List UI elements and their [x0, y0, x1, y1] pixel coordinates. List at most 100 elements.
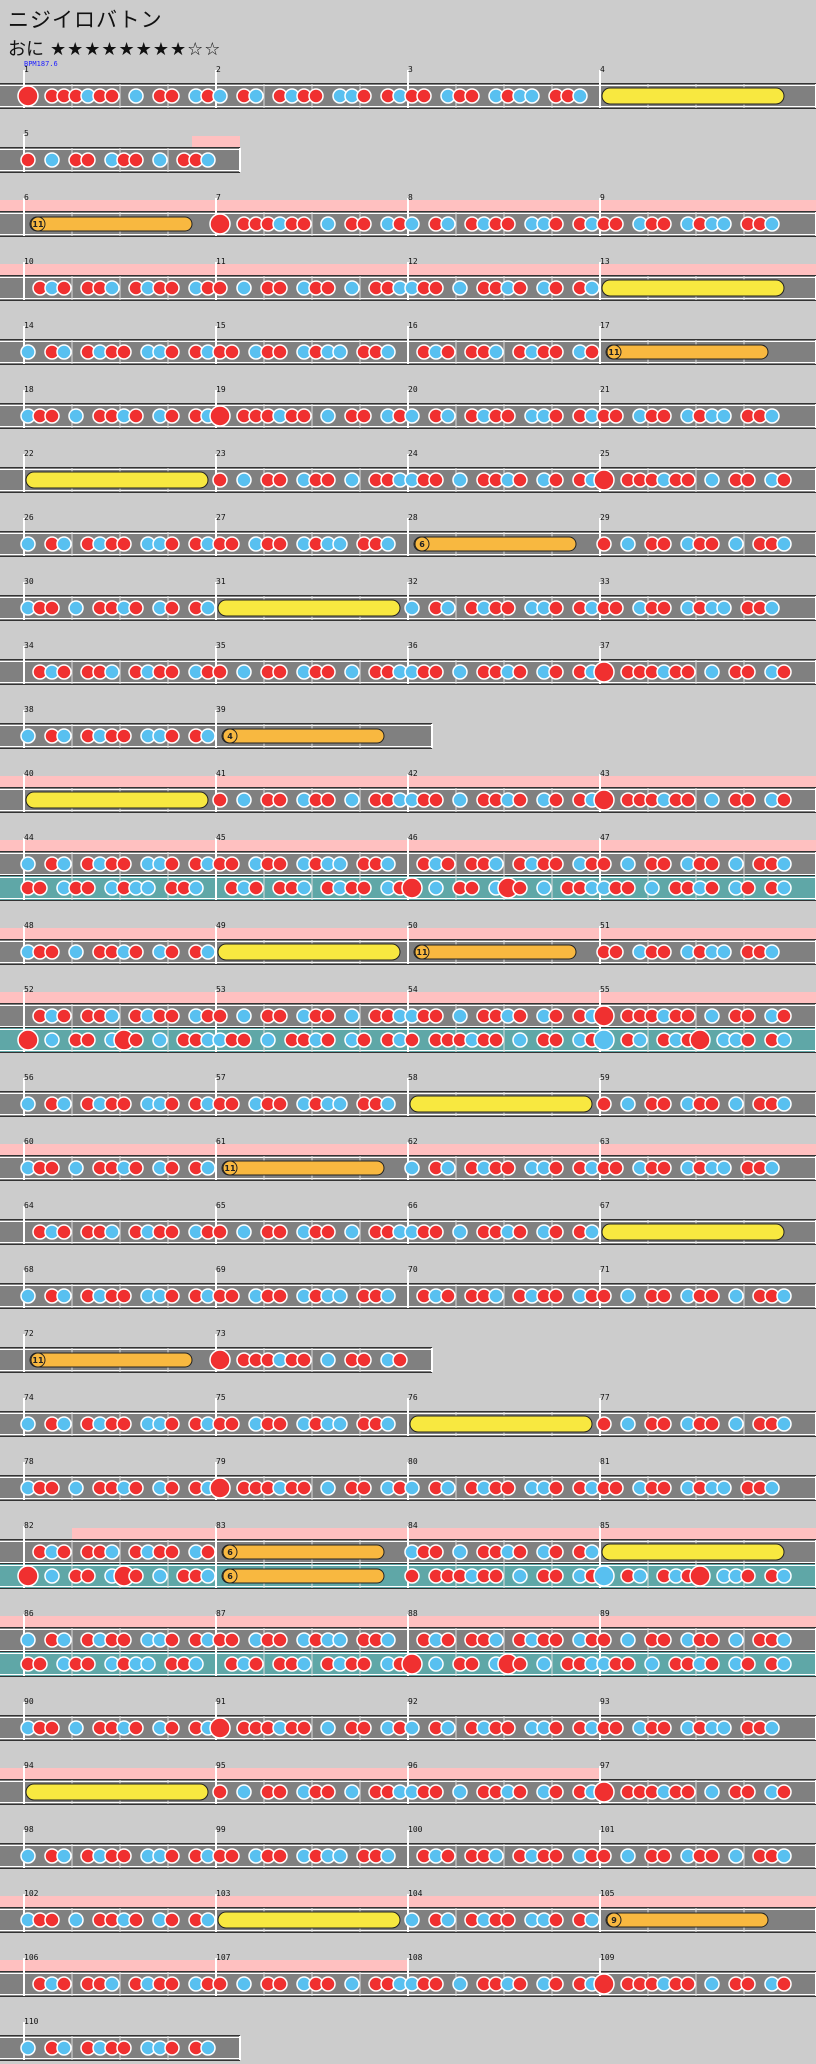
chart-row: 44 45 46 47	[0, 833, 816, 901]
measure-number: 6	[24, 193, 29, 202]
drumroll-note	[217, 1911, 401, 1929]
measure-number: 72	[24, 1329, 34, 1338]
don-note	[584, 344, 600, 360]
measure-number: 85	[600, 1521, 610, 1530]
don-note	[548, 1160, 564, 1176]
drumroll-note	[601, 279, 785, 297]
don-note	[776, 1008, 792, 1024]
ka-note	[716, 216, 732, 232]
don-note	[620, 880, 636, 896]
ka-note	[776, 880, 792, 896]
ka-note	[200, 1568, 216, 1584]
measure-number: 95	[216, 1761, 226, 1770]
don-note	[548, 280, 564, 296]
chart-row: 48 49 50 11 51	[0, 921, 816, 965]
chart-row: 86 87 88 89	[0, 1609, 816, 1677]
don-note	[488, 1032, 504, 1048]
don-note	[296, 216, 312, 232]
measure-number: 16	[408, 321, 418, 330]
measure-number: 79	[216, 1457, 226, 1466]
don-note	[356, 1480, 372, 1496]
don-note	[704, 536, 720, 552]
don-note	[224, 1416, 240, 1432]
ka-note	[344, 1976, 360, 1992]
ka-note	[20, 1632, 36, 1648]
balloon-note	[29, 216, 193, 232]
ka-note	[296, 1656, 312, 1672]
measure-number: 88	[408, 1609, 418, 1618]
ka-note	[620, 1848, 636, 1864]
big-don-note	[593, 469, 615, 491]
don-note	[656, 1720, 672, 1736]
balloon-head	[414, 944, 430, 960]
ka-note	[440, 216, 456, 232]
don-note	[272, 1416, 288, 1432]
ka-note	[152, 152, 168, 168]
ka-note	[200, 1160, 216, 1176]
measure-number: 73	[216, 1329, 226, 1338]
don-note	[656, 856, 672, 872]
don-note	[128, 1032, 144, 1048]
ka-note	[68, 1720, 84, 1736]
don-note	[740, 1656, 756, 1672]
don-note	[44, 1720, 60, 1736]
don-note	[428, 792, 444, 808]
ka-note	[56, 728, 72, 744]
don-note	[164, 1416, 180, 1432]
don-note	[272, 1008, 288, 1024]
balloon-note	[413, 536, 577, 552]
balloon-head	[30, 1352, 46, 1368]
don-note	[44, 1480, 60, 1496]
ka-note	[320, 216, 336, 232]
don-note	[500, 1480, 516, 1496]
don-note	[80, 1032, 96, 1048]
don-note	[272, 1976, 288, 1992]
don-note	[56, 1008, 72, 1024]
don-note	[512, 664, 528, 680]
don-note	[704, 1632, 720, 1648]
don-note	[128, 1720, 144, 1736]
don-note	[116, 1416, 132, 1432]
don-note	[116, 728, 132, 744]
don-note	[656, 600, 672, 616]
don-note	[596, 1096, 612, 1112]
don-note	[44, 408, 60, 424]
balloon-count: 11	[32, 1356, 44, 1365]
don-note	[488, 1568, 504, 1584]
big-don-note	[209, 1717, 231, 1739]
drumroll-note	[217, 599, 401, 617]
don-note	[740, 880, 756, 896]
measure-number: 10	[24, 257, 34, 266]
ka-note	[728, 1848, 744, 1864]
big-don-note	[209, 405, 231, 427]
don-note	[224, 536, 240, 552]
don-note	[776, 1784, 792, 1800]
don-note	[80, 1568, 96, 1584]
don-note	[44, 944, 60, 960]
don-note	[356, 216, 372, 232]
measure-number: 109	[600, 1953, 615, 1962]
ka-note	[764, 1160, 780, 1176]
don-note	[740, 792, 756, 808]
drumroll-note	[601, 87, 785, 105]
ka-note	[332, 536, 348, 552]
don-note	[464, 1656, 480, 1672]
measure-number: 23	[216, 449, 226, 458]
don-note	[704, 856, 720, 872]
don-note	[320, 1784, 336, 1800]
ka-note	[56, 856, 72, 872]
don-note	[608, 944, 624, 960]
ka-note	[728, 1632, 744, 1648]
don-note	[596, 1288, 612, 1304]
don-note	[164, 1224, 180, 1240]
don-note	[212, 1784, 228, 1800]
don-note	[320, 1224, 336, 1240]
ka-note	[20, 2040, 36, 2056]
ka-note	[716, 1480, 732, 1496]
ka-note	[332, 1096, 348, 1112]
don-note	[272, 280, 288, 296]
measure-number: 14	[24, 321, 34, 330]
drumroll-note	[217, 943, 401, 961]
ka-note	[344, 664, 360, 680]
measure-number: 53	[216, 985, 226, 994]
